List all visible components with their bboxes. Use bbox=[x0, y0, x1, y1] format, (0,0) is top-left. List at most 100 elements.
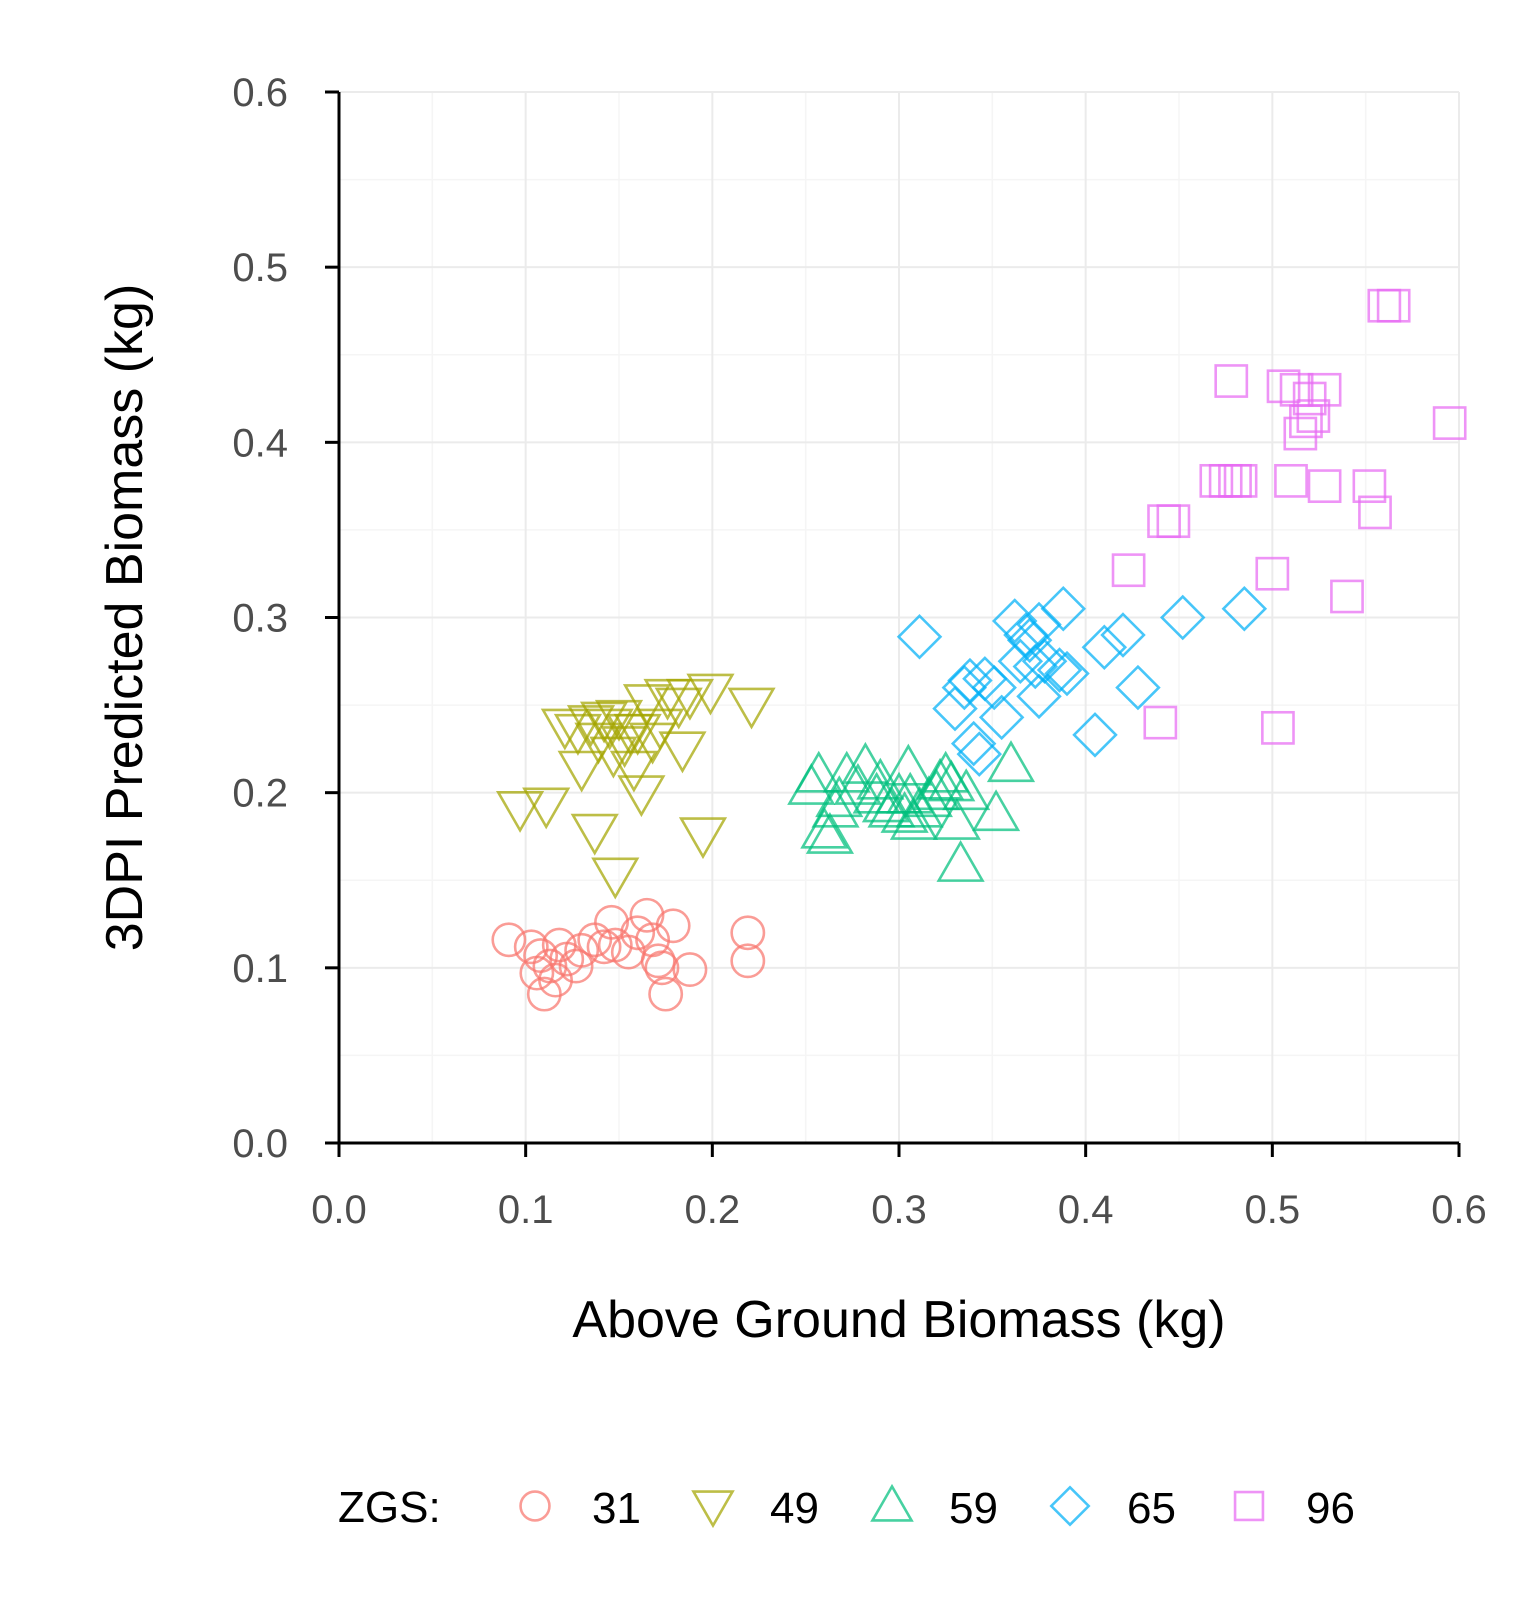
data-point-zgs-49 bbox=[609, 750, 659, 793]
data-point-zgs-96 bbox=[1199, 463, 1234, 498]
data-point-zgs-49 bbox=[594, 699, 644, 742]
y-axis-title: 3DPI Predicted Biomass (kg) bbox=[96, 284, 154, 952]
data-point-zgs-49 bbox=[522, 787, 571, 830]
data-point-zgs-96 bbox=[1147, 504, 1181, 539]
data-point-zgs-31 bbox=[586, 929, 622, 965]
data-point-zgs-59 bbox=[811, 785, 860, 828]
legend-marker-96 bbox=[1233, 1490, 1265, 1522]
data-point-zgs-31 bbox=[532, 948, 568, 984]
data-point-zgs-49 bbox=[579, 701, 629, 744]
data-point-zgs-65 bbox=[1159, 594, 1206, 641]
data-point-zgs-49 bbox=[727, 687, 776, 730]
data-point-zgs-49 bbox=[574, 722, 623, 765]
y-tick-label: 0.2 bbox=[232, 772, 288, 816]
x-tick-label: 0.2 bbox=[685, 1188, 741, 1232]
data-point-zgs-96 bbox=[1143, 705, 1178, 740]
grid bbox=[338, 91, 1460, 1144]
data-point-zgs-59 bbox=[841, 741, 890, 784]
data-point-zgs-96 bbox=[1255, 556, 1290, 591]
x-tick-label: 0.0 bbox=[311, 1188, 367, 1232]
data-point-zgs-59 bbox=[833, 762, 883, 805]
legend-marker-49 bbox=[691, 1490, 735, 1529]
data-point-zgs-65 bbox=[1016, 673, 1062, 720]
data-point-zgs-49 bbox=[622, 684, 672, 727]
data-point-zgs-96 bbox=[1358, 495, 1392, 530]
data-point-zgs-59 bbox=[800, 806, 849, 849]
data-point-zgs-96 bbox=[1289, 404, 1323, 439]
data-point-zgs-96 bbox=[1261, 710, 1295, 745]
data-point-zgs-49 bbox=[566, 705, 616, 748]
legend-title: ZGS: bbox=[338, 1483, 441, 1532]
data-point-zgs-31 bbox=[672, 952, 708, 988]
data-point-zgs-49 bbox=[665, 678, 715, 721]
data-point-zgs-65 bbox=[1100, 612, 1146, 658]
data-point-zgs-65 bbox=[947, 657, 993, 704]
data-point-zgs-65 bbox=[956, 731, 1003, 777]
data-point-zgs-96 bbox=[1223, 463, 1258, 498]
data-point-zgs-96 bbox=[1296, 399, 1331, 433]
legend-label-59: 59 bbox=[949, 1484, 998, 1533]
data-point-zgs-31 bbox=[491, 922, 527, 958]
data-point-zgs-96 bbox=[1307, 372, 1342, 407]
data-point-zgs-59 bbox=[915, 757, 965, 800]
data-point-zgs-31 bbox=[538, 962, 573, 998]
data-point-zgs-31 bbox=[730, 915, 766, 951]
legend-marker-65 bbox=[1049, 1485, 1091, 1527]
x-tick-label: 0.3 bbox=[871, 1188, 927, 1232]
axes: 0.0 0.1 0.2 0.3 0.4 0.5 0.6 0.0 0.1 0.2 0.3 0.4 0.5 0… bbox=[232, 71, 1486, 1232]
data-point-zgs-65 bbox=[962, 656, 1008, 702]
data-point-zgs-31 bbox=[640, 943, 676, 979]
legend-marker-31 bbox=[519, 1490, 551, 1522]
data-point-zgs-31 bbox=[526, 976, 562, 1012]
legend: ZGS: 31 49 59 65 96 bbox=[338, 1483, 1355, 1533]
y-tick-label: 0.0 bbox=[232, 1122, 288, 1166]
data-point-zgs-31 bbox=[629, 897, 665, 933]
data-point-zgs-96 bbox=[1307, 469, 1342, 504]
data-point-zgs-59 bbox=[971, 789, 1021, 832]
y-tick-label: 0.1 bbox=[232, 947, 288, 991]
data-point-zgs-31 bbox=[644, 950, 680, 986]
data-point-zgs-65 bbox=[1044, 650, 1090, 697]
legend-label-65: 65 bbox=[1127, 1484, 1176, 1533]
data-point-zgs-49 bbox=[495, 790, 545, 833]
data-point-zgs-49 bbox=[635, 708, 685, 751]
data-point-zgs-96 bbox=[1214, 364, 1249, 398]
data-point-zgs-59 bbox=[861, 780, 911, 823]
data-point-zgs-59 bbox=[942, 768, 991, 811]
data-point-zgs-49 bbox=[585, 708, 634, 751]
data-point-zgs-49 bbox=[553, 713, 603, 756]
data-point-zgs-31 bbox=[730, 943, 766, 979]
data-point-zgs-31 bbox=[648, 976, 684, 1012]
y-tick-label: 0.3 bbox=[232, 597, 288, 641]
data-point-zgs-96 bbox=[1274, 463, 1308, 498]
data-point-zgs-96 bbox=[1111, 553, 1146, 588]
legend-label-96: 96 bbox=[1306, 1484, 1355, 1533]
data-point-zgs-96 bbox=[1432, 406, 1467, 440]
data-point-zgs-96 bbox=[1266, 369, 1301, 404]
data-point-zgs-49 bbox=[589, 736, 638, 779]
data-point-zgs-59 bbox=[932, 797, 981, 840]
data-points bbox=[491, 288, 1467, 1012]
data-point-zgs-31 bbox=[655, 908, 691, 944]
x-tick-label: 0.4 bbox=[1058, 1188, 1114, 1232]
data-point-zgs-49 bbox=[540, 708, 589, 751]
data-point-zgs-49 bbox=[617, 775, 666, 818]
data-point-zgs-59 bbox=[986, 740, 1036, 783]
data-point-zgs-65 bbox=[1040, 586, 1087, 632]
data-point-zgs-31 bbox=[620, 915, 656, 951]
data-point-zgs-65 bbox=[1036, 647, 1083, 693]
data-point-zgs-59 bbox=[822, 750, 871, 793]
data-point-zgs-96 bbox=[1330, 579, 1364, 614]
y-tick-label: 0.6 bbox=[232, 71, 288, 115]
data-point-zgs-49 bbox=[654, 687, 703, 730]
data-point-zgs-59 bbox=[805, 812, 855, 854]
data-point-zgs-49 bbox=[591, 857, 640, 900]
data-point-zgs-65 bbox=[1072, 712, 1118, 758]
data-point-zgs-49 bbox=[658, 731, 707, 774]
x-tick-label: 0.5 bbox=[1245, 1188, 1301, 1232]
data-point-zgs-59 bbox=[936, 840, 985, 882]
legend-label-49: 49 bbox=[770, 1484, 819, 1533]
data-point-zgs-59 bbox=[927, 759, 976, 802]
x-tick-label: 0.6 bbox=[1431, 1188, 1487, 1232]
data-point-zgs-65 bbox=[978, 694, 1025, 741]
